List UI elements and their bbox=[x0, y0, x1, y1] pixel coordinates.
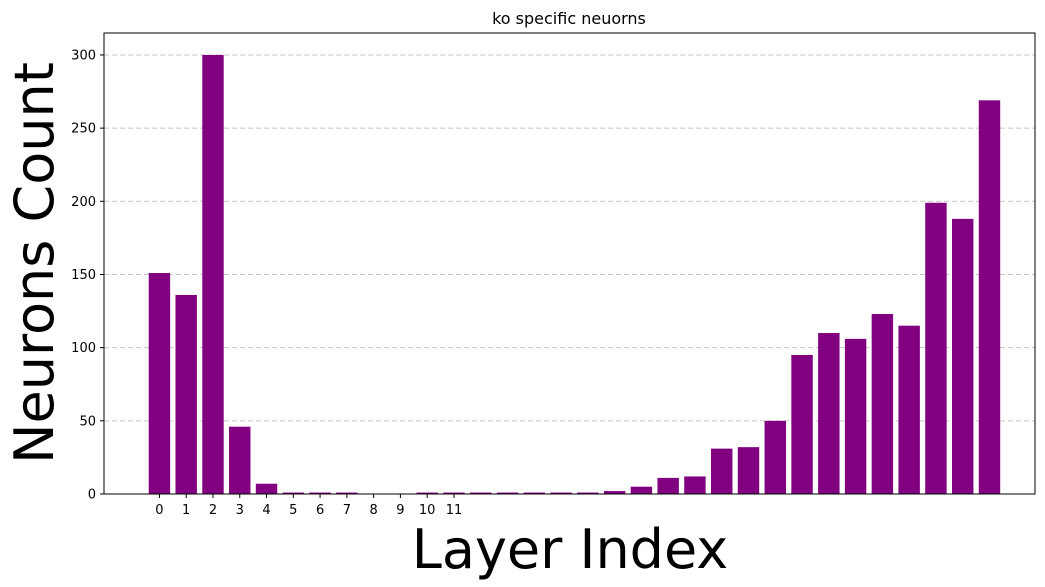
bar bbox=[603, 491, 626, 494]
x-tick-label: 5 bbox=[289, 503, 297, 518]
chart-title: ko specific neuorns bbox=[492, 9, 646, 28]
x-tick-label: 7 bbox=[343, 503, 351, 518]
x-tick-label: 11 bbox=[446, 503, 463, 518]
x-tick-label: 6 bbox=[316, 503, 324, 518]
bar bbox=[951, 218, 974, 494]
x-tick-label: 9 bbox=[396, 503, 404, 518]
bars bbox=[148, 54, 1001, 495]
bar bbox=[229, 426, 251, 494]
bar bbox=[898, 325, 920, 494]
x-tick-label: 1 bbox=[182, 503, 190, 518]
bar bbox=[550, 492, 572, 494]
bar bbox=[496, 492, 519, 494]
y-tick-label: 100 bbox=[71, 341, 96, 356]
x-tick-label: 8 bbox=[369, 503, 377, 518]
bar bbox=[711, 448, 733, 494]
y-tick-label: 300 bbox=[71, 48, 96, 63]
bar bbox=[202, 54, 224, 494]
bar bbox=[791, 354, 813, 494]
x-tick-label: 4 bbox=[262, 503, 270, 518]
plot-frame bbox=[103, 32, 1036, 495]
x-tick-label: 3 bbox=[236, 503, 244, 518]
bar bbox=[657, 477, 679, 494]
bar bbox=[764, 420, 786, 494]
bar bbox=[871, 313, 894, 494]
x-tick-label: 2 bbox=[209, 503, 217, 518]
x-axis-label: Layer Index bbox=[412, 518, 728, 581]
bar bbox=[523, 492, 545, 494]
bar bbox=[818, 333, 840, 494]
bar bbox=[255, 483, 278, 494]
bar bbox=[175, 294, 197, 494]
bar bbox=[684, 476, 706, 494]
y-tick-label: 200 bbox=[71, 195, 96, 210]
y-tick-label: 50 bbox=[79, 414, 96, 429]
bar bbox=[737, 447, 760, 494]
axis-ticks: 0 50 100 150 200 250 300 0 1 2 3 4 5 6 7 8 9 10 11 bbox=[71, 48, 462, 518]
y-tick-label: 0 bbox=[88, 488, 96, 503]
bar bbox=[844, 338, 867, 494]
bar bbox=[336, 492, 358, 494]
bar bbox=[470, 492, 492, 494]
bar bbox=[416, 492, 438, 494]
bar bbox=[978, 100, 1001, 495]
y-tick-label: 150 bbox=[71, 268, 96, 283]
x-tick-label: 10 bbox=[419, 503, 436, 518]
bar bbox=[443, 492, 465, 494]
grid-lines bbox=[104, 54, 1035, 422]
y-tick-label: 250 bbox=[71, 122, 96, 137]
bar bbox=[577, 492, 599, 494]
y-axis-label: Neurons Count bbox=[3, 62, 66, 464]
bar bbox=[630, 486, 653, 494]
bar bbox=[282, 492, 305, 494]
bar bbox=[925, 202, 947, 494]
x-tick-label: 0 bbox=[155, 503, 163, 518]
bar bbox=[148, 273, 171, 494]
bar bbox=[309, 492, 331, 494]
